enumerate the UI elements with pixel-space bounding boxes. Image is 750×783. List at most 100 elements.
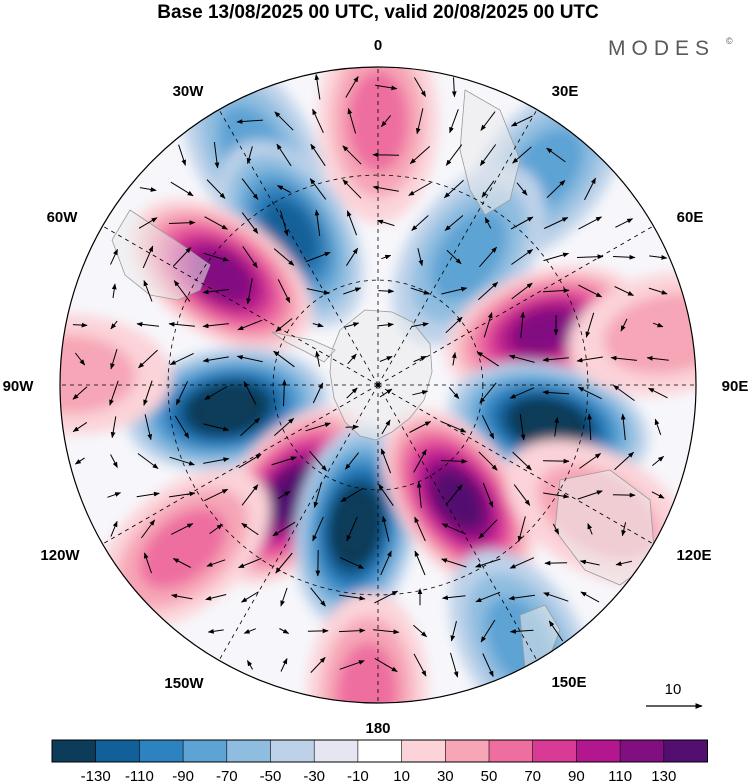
wind-arrow bbox=[516, 182, 528, 196]
wind-arrow bbox=[481, 180, 495, 198]
colorbar-swatch bbox=[576, 740, 621, 762]
wind-arrow bbox=[342, 179, 362, 199]
wind-arrow bbox=[381, 515, 390, 542]
wind-arrow bbox=[543, 592, 569, 602]
map-disc bbox=[59, 66, 697, 704]
wind-arrow bbox=[587, 523, 593, 535]
wind-arrow bbox=[478, 451, 498, 471]
lon-label-60e: 60E bbox=[677, 209, 704, 226]
wind-arrow bbox=[144, 414, 153, 441]
wind-arrow bbox=[413, 77, 427, 98]
wind-arrow bbox=[450, 652, 459, 678]
wind-arrow bbox=[413, 355, 427, 363]
wind-arrow bbox=[417, 248, 424, 267]
wind-arrow bbox=[314, 209, 321, 236]
colorbar-swatch bbox=[270, 740, 315, 762]
wind-arrow bbox=[276, 185, 291, 193]
wind-arrow bbox=[510, 115, 533, 127]
wind-arrow bbox=[110, 416, 117, 439]
wind-arrow bbox=[169, 352, 194, 366]
wind-arrow bbox=[202, 356, 229, 363]
wind-arrow bbox=[482, 482, 494, 508]
wind-arrow bbox=[277, 279, 291, 304]
wind-arrow bbox=[512, 451, 532, 471]
graticule bbox=[60, 67, 696, 703]
wind-arrow bbox=[275, 318, 293, 332]
wind-arrow bbox=[441, 595, 466, 601]
wind-arrow bbox=[478, 519, 498, 539]
meridian-240 bbox=[102, 384, 379, 545]
wind-arrow bbox=[202, 323, 229, 329]
wind-arrow bbox=[381, 115, 391, 128]
wind-arrow bbox=[620, 413, 626, 440]
wind-arrow bbox=[476, 351, 499, 367]
antarctica-outline bbox=[329, 309, 433, 441]
wind-arrow bbox=[646, 355, 669, 361]
wind-arrow bbox=[203, 423, 230, 432]
colorbar-tick-label: -70 bbox=[216, 768, 238, 783]
wind-arrow bbox=[374, 590, 399, 604]
colorbar-swatch bbox=[226, 740, 271, 762]
wind-arrow bbox=[246, 659, 254, 670]
wind-arrow bbox=[441, 286, 468, 295]
wind-arrow bbox=[240, 417, 261, 437]
wind-arrow bbox=[509, 387, 535, 399]
wind-arrow bbox=[520, 311, 526, 338]
wind-arrow bbox=[339, 660, 365, 670]
lon-label-150w: 150W bbox=[164, 675, 204, 692]
wind-arrow bbox=[346, 516, 358, 542]
wind-arrow bbox=[379, 388, 393, 398]
lon-label-90e: 90E bbox=[722, 378, 749, 395]
wind-arrow bbox=[475, 558, 501, 568]
wind-arrow bbox=[275, 552, 293, 574]
disc-border bbox=[59, 66, 697, 704]
wind-arrow bbox=[577, 490, 603, 500]
wind-arrow bbox=[276, 143, 292, 167]
wind-arrow bbox=[373, 629, 400, 635]
wind-arrow bbox=[413, 624, 428, 638]
colorbar-tick-label: -90 bbox=[172, 768, 194, 783]
colorbar-swatch bbox=[401, 740, 446, 762]
meridian-330 bbox=[218, 109, 379, 386]
wind-arrow bbox=[377, 219, 395, 227]
colorbar-tick-label: -50 bbox=[260, 768, 282, 783]
wind-arrow bbox=[409, 146, 431, 164]
wind-arrow bbox=[444, 215, 464, 231]
brand-copyright-mark: © bbox=[726, 36, 733, 46]
wind-arrow bbox=[110, 320, 118, 330]
wind-arrow bbox=[204, 216, 228, 230]
wind-arrow bbox=[242, 246, 258, 269]
wind-arrow bbox=[479, 382, 497, 404]
wind-arrow bbox=[238, 453, 262, 469]
wind-arrow bbox=[204, 488, 229, 502]
wind-arrow bbox=[309, 450, 327, 472]
wind-arrow bbox=[346, 387, 358, 399]
wind-arrow bbox=[413, 653, 427, 677]
wind-arrow bbox=[347, 353, 357, 365]
wind-arrow bbox=[246, 146, 253, 165]
wind-arrow bbox=[615, 218, 634, 228]
wind-arrow bbox=[312, 382, 324, 404]
lon-label-120e: 120E bbox=[676, 547, 711, 564]
wind-arrow bbox=[512, 146, 532, 164]
wind-arrow bbox=[170, 181, 194, 197]
page-title: Base 13/08/2025 00 UTC, valid 20/08/2025… bbox=[157, 2, 599, 23]
wind-arrow bbox=[511, 249, 534, 265]
wind-arrow bbox=[441, 558, 467, 568]
wind-arrow bbox=[306, 288, 330, 295]
wind-arrow bbox=[510, 216, 534, 230]
wind-arrow bbox=[241, 522, 259, 536]
wind-arrow bbox=[543, 492, 570, 499]
wind-arrow bbox=[273, 418, 295, 436]
wind-arrow bbox=[414, 516, 426, 542]
wind-arrow bbox=[579, 559, 600, 566]
anomaly-far-east-pink bbox=[568, 271, 696, 396]
wind-arrow bbox=[409, 421, 432, 433]
wind-arrow bbox=[513, 484, 531, 506]
colorbar-tick-label: -110 bbox=[125, 768, 154, 783]
wind-arrow bbox=[480, 111, 496, 131]
wind-arrow bbox=[313, 482, 322, 509]
meridian-120 bbox=[377, 384, 654, 545]
wind-arrow bbox=[137, 453, 159, 469]
